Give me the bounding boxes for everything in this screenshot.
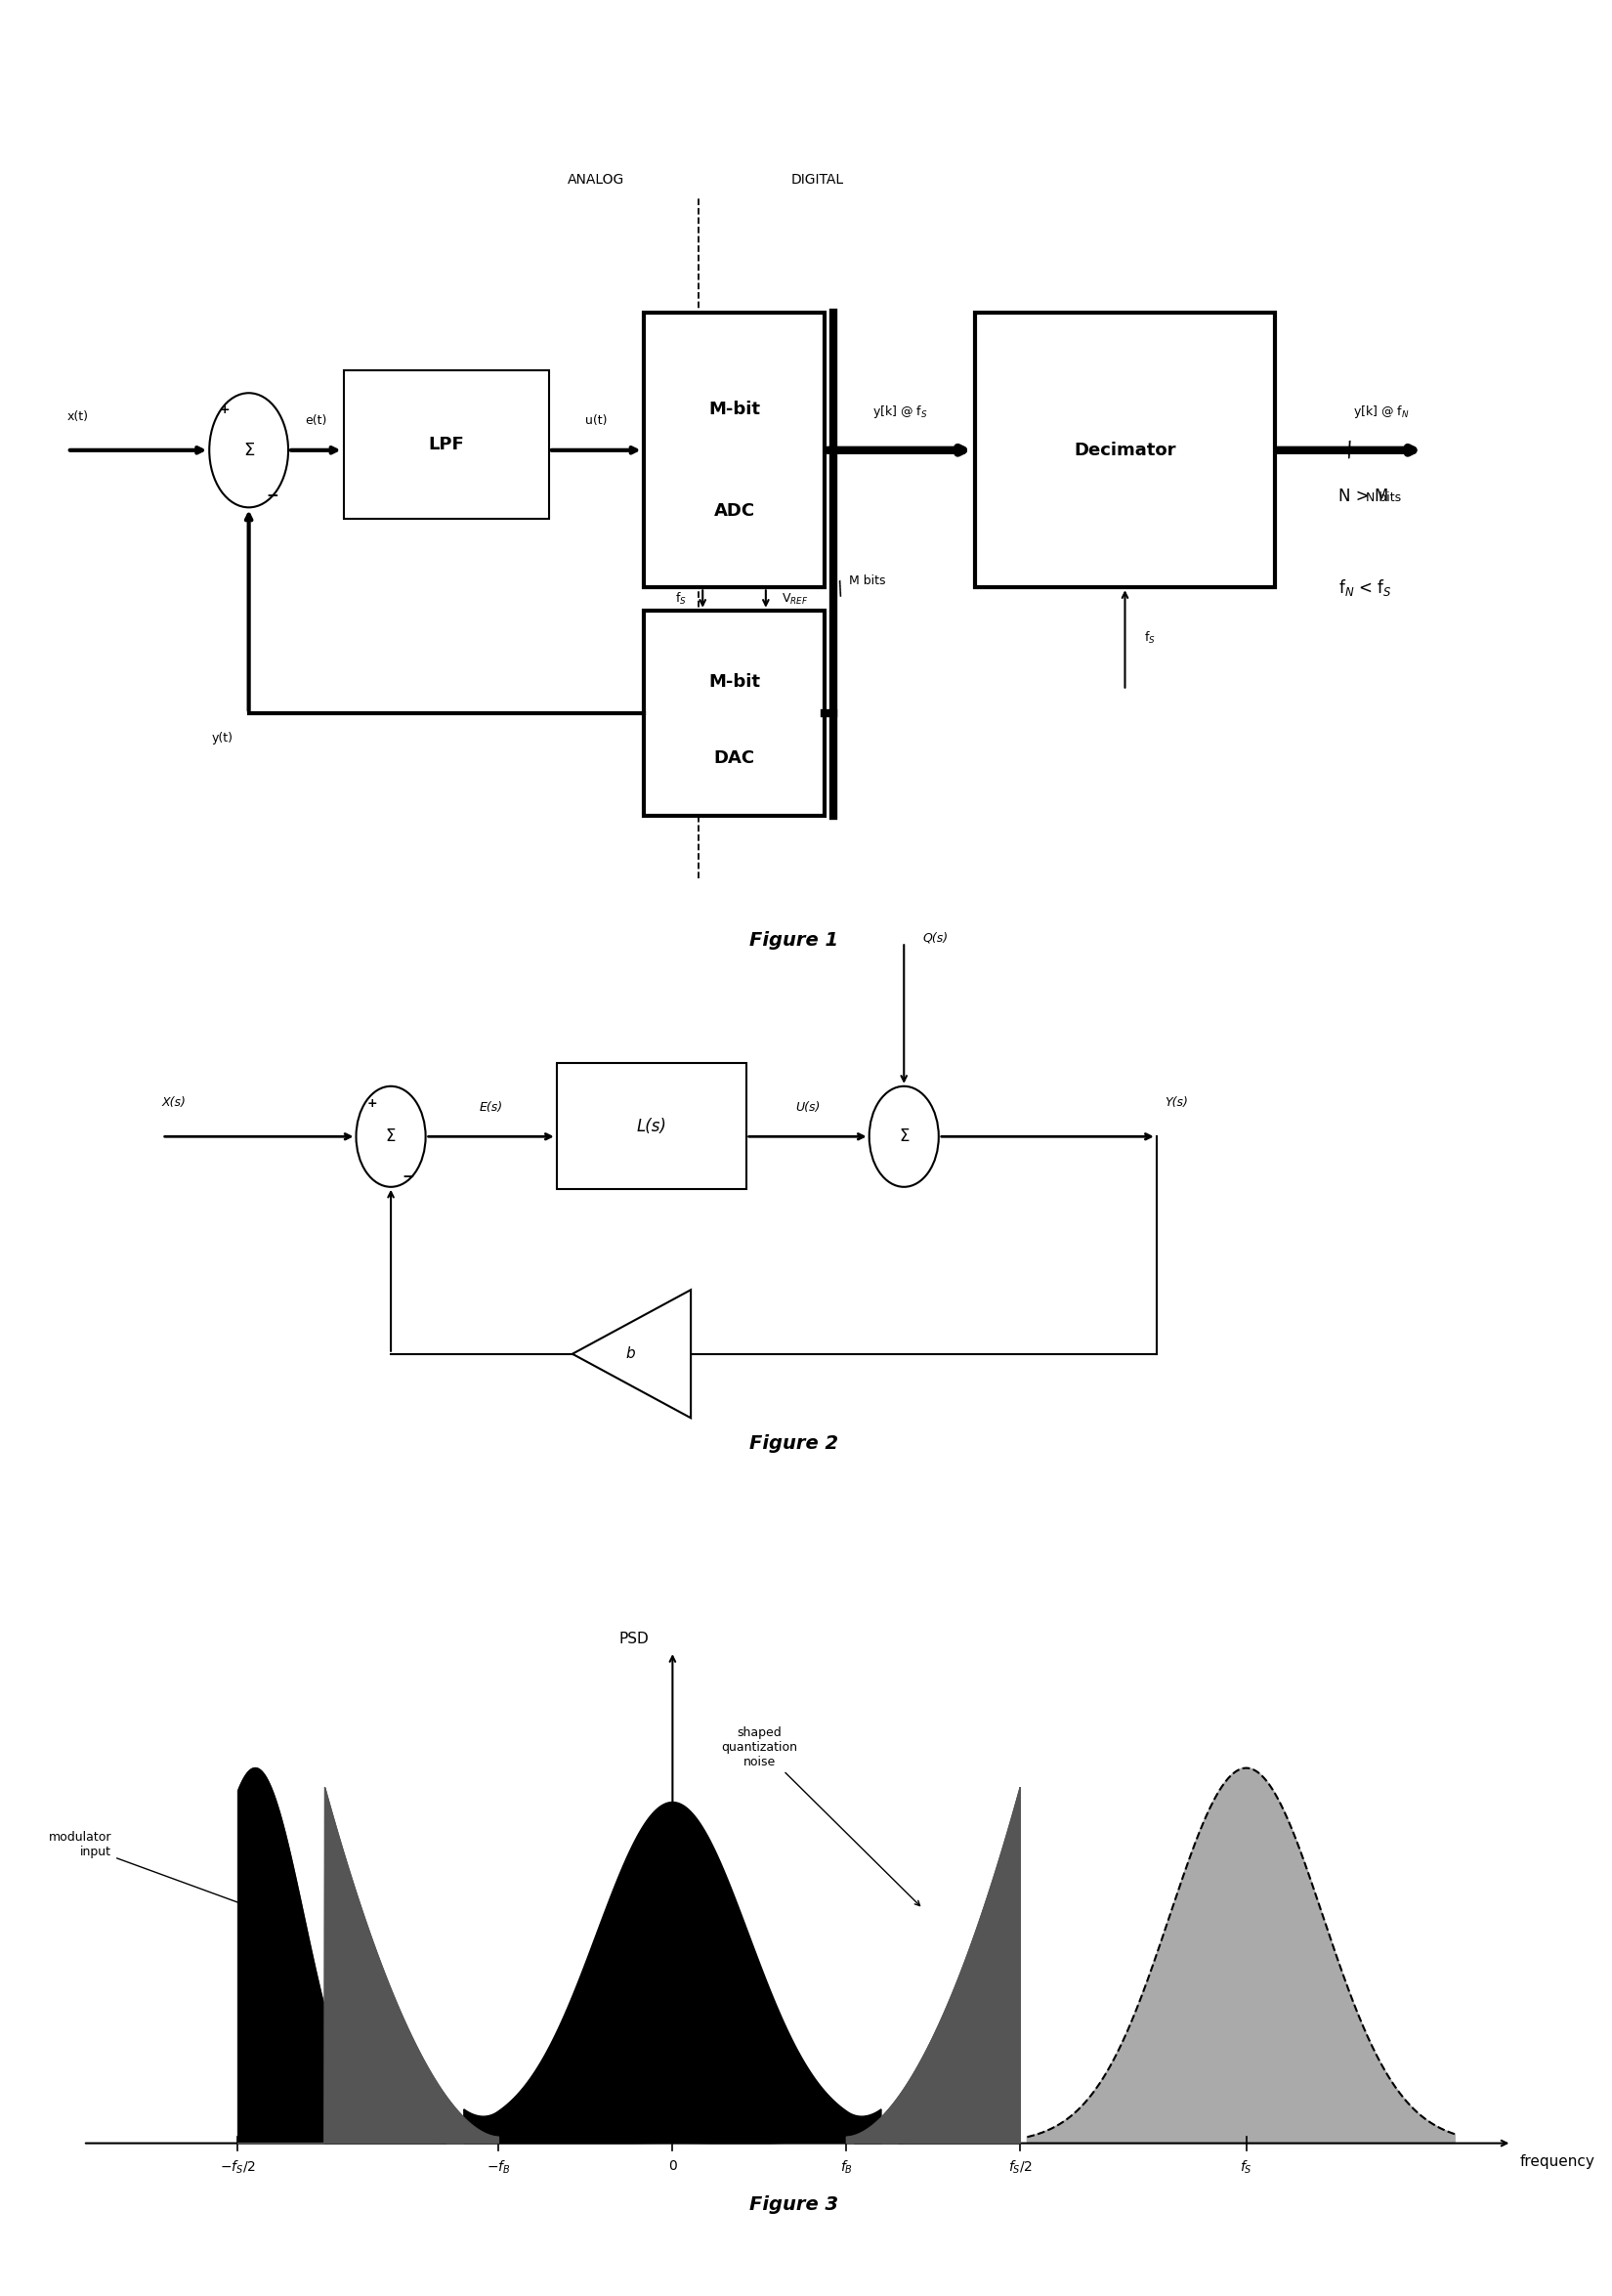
Text: Figure 3: Figure 3 (750, 2195, 838, 2213)
Text: −: − (266, 489, 279, 503)
Text: U(s): U(s) (795, 1102, 821, 1114)
Polygon shape (898, 2009, 1020, 2142)
Polygon shape (239, 1768, 1020, 2142)
Text: b: b (625, 1345, 635, 1362)
Text: $f_B$: $f_B$ (840, 2158, 853, 2177)
Text: +: + (219, 404, 231, 416)
Text: /: / (835, 579, 846, 599)
Text: $\Sigma$: $\Sigma$ (243, 441, 255, 459)
Text: $f_S/2$: $f_S/2$ (1008, 2158, 1032, 2177)
Text: Decimator: Decimator (1074, 441, 1177, 459)
Text: X(s): X(s) (161, 1097, 187, 1109)
Text: N bits: N bits (1365, 491, 1401, 505)
Text: ANALOG: ANALOG (567, 174, 624, 186)
Text: M-bit: M-bit (708, 400, 761, 418)
FancyBboxPatch shape (643, 611, 825, 817)
Polygon shape (239, 1786, 498, 2142)
Text: M-bit: M-bit (708, 673, 761, 691)
Text: $-f_S/2$: $-f_S/2$ (219, 2158, 256, 2177)
Text: Figure 2: Figure 2 (750, 1435, 838, 1453)
Text: Q(s): Q(s) (924, 932, 948, 944)
Text: LPF: LPF (429, 436, 464, 452)
Text: y[k] @ f$_N$: y[k] @ f$_N$ (1352, 404, 1409, 420)
Polygon shape (516, 2138, 854, 2142)
Text: E(s): E(s) (479, 1102, 503, 1114)
Polygon shape (572, 1290, 692, 1419)
Text: $\Sigma$: $\Sigma$ (385, 1127, 397, 1146)
Text: V$_{REF}$: V$_{REF}$ (782, 592, 808, 606)
Text: $-f_B$: $-f_B$ (487, 2158, 511, 2177)
Polygon shape (1027, 1768, 1456, 2142)
Text: PSD: PSD (619, 1632, 650, 1646)
Text: modulator
input: modulator input (48, 1832, 251, 1908)
Text: $f_S$: $f_S$ (1240, 2158, 1253, 2177)
Text: f$_S$: f$_S$ (675, 590, 687, 606)
Text: $\Sigma$: $\Sigma$ (898, 1127, 909, 1146)
FancyBboxPatch shape (643, 312, 825, 588)
Text: u(t): u(t) (585, 416, 608, 427)
Polygon shape (464, 1802, 882, 2142)
Text: DIGITAL: DIGITAL (790, 174, 843, 186)
Text: N > M: N > M (1338, 487, 1388, 505)
Text: f$_S$: f$_S$ (1145, 629, 1156, 645)
Text: /: / (1344, 441, 1356, 461)
Text: e(t): e(t) (305, 416, 327, 427)
Text: −: − (401, 1169, 414, 1185)
Text: x(t): x(t) (68, 411, 89, 422)
FancyBboxPatch shape (556, 1063, 746, 1189)
Polygon shape (846, 1786, 1020, 2142)
FancyBboxPatch shape (343, 370, 548, 519)
Text: ADC: ADC (714, 503, 754, 519)
Text: y(t): y(t) (211, 732, 234, 744)
Text: 0: 0 (669, 2158, 677, 2172)
FancyBboxPatch shape (975, 312, 1275, 588)
Text: Y(s): Y(s) (1164, 1097, 1188, 1109)
Text: L(s): L(s) (637, 1118, 666, 1134)
Text: DAC: DAC (714, 751, 754, 767)
Text: y[k] @ f$_S$: y[k] @ f$_S$ (872, 404, 927, 420)
Text: +: + (366, 1097, 377, 1111)
Polygon shape (239, 1768, 447, 2142)
Text: Figure 1: Figure 1 (750, 930, 838, 948)
Text: shaped
quantization
noise: shaped quantization noise (721, 1727, 920, 1906)
Text: M bits: M bits (848, 574, 885, 588)
Text: frequency: frequency (1520, 2154, 1594, 2170)
Text: f$_N$ < f$_S$: f$_N$ < f$_S$ (1338, 576, 1391, 597)
